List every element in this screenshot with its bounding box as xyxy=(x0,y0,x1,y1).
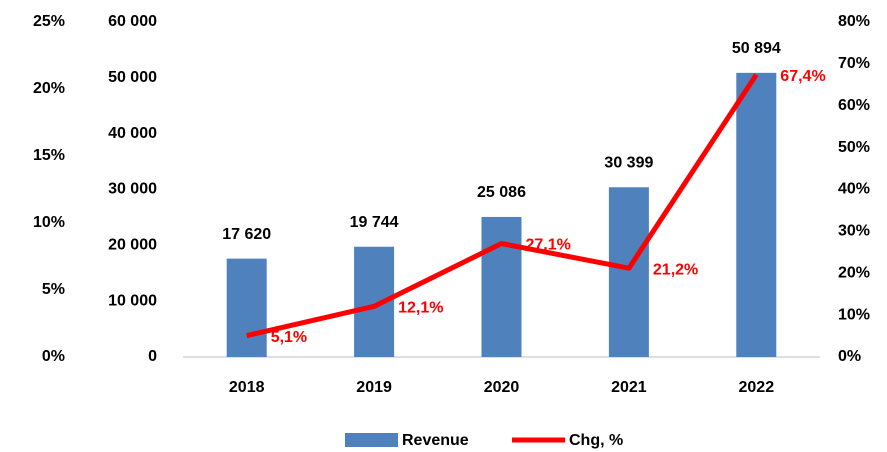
y2-tick-label: 80% xyxy=(838,13,870,30)
y3-tick-label: 25% xyxy=(33,13,65,30)
line-value-label: 21,2% xyxy=(653,261,698,278)
y3-tick-label: 20% xyxy=(33,80,65,97)
x-tick-label: 2018 xyxy=(229,379,265,396)
y2-tick-label: 30% xyxy=(838,223,870,240)
line xyxy=(246,73,759,339)
line-value-label: 12,1% xyxy=(398,300,443,317)
bar xyxy=(226,258,267,357)
line-value-label: 67,4% xyxy=(780,68,825,85)
bar-value-label: 17 620 xyxy=(222,226,271,243)
bar-value-label: 19 744 xyxy=(350,214,399,231)
x-tick-label: 2022 xyxy=(739,379,775,396)
y3-tick-label: 15% xyxy=(33,147,65,164)
y3-tick-label: 0% xyxy=(42,348,65,365)
y-tick-label: 30 000 xyxy=(108,181,157,198)
legend-swatch xyxy=(345,433,398,447)
line-value-label: 27,1% xyxy=(526,237,571,254)
line-value-label: 5,1% xyxy=(271,329,307,346)
legend-label: Revenue xyxy=(402,432,469,449)
y2-tick-label: 70% xyxy=(838,55,870,72)
y2-tick-label: 10% xyxy=(838,306,870,323)
y3-tick-label: 10% xyxy=(33,214,65,231)
legend-label: Chg, % xyxy=(569,432,623,449)
bar-value-label: 25 086 xyxy=(477,184,526,201)
y2-tick-label: 60% xyxy=(838,97,870,114)
y2-tick-label: 0% xyxy=(838,348,861,365)
y-tick-label: 0 xyxy=(148,348,157,365)
y3-tick-label: 5% xyxy=(42,281,65,298)
bar xyxy=(736,72,777,358)
y-tick-label: 40 000 xyxy=(108,125,157,142)
x-tick-label: 2020 xyxy=(484,379,520,396)
y-tick-label: 20 000 xyxy=(108,237,157,254)
y2-tick-label: 50% xyxy=(838,139,870,156)
bar xyxy=(608,187,649,357)
bar-value-label: 30 399 xyxy=(604,154,653,171)
bar xyxy=(481,216,522,357)
y-tick-label: 60 000 xyxy=(108,13,157,30)
y2-tick-label: 40% xyxy=(838,181,870,198)
x-tick-label: 2019 xyxy=(356,379,392,396)
y-tick-label: 10 000 xyxy=(108,292,157,309)
y2-tick-label: 20% xyxy=(838,264,870,281)
x-tick-label: 2021 xyxy=(611,379,647,396)
y-tick-label: 50 000 xyxy=(108,69,157,86)
bar-value-label: 50 894 xyxy=(732,40,781,57)
